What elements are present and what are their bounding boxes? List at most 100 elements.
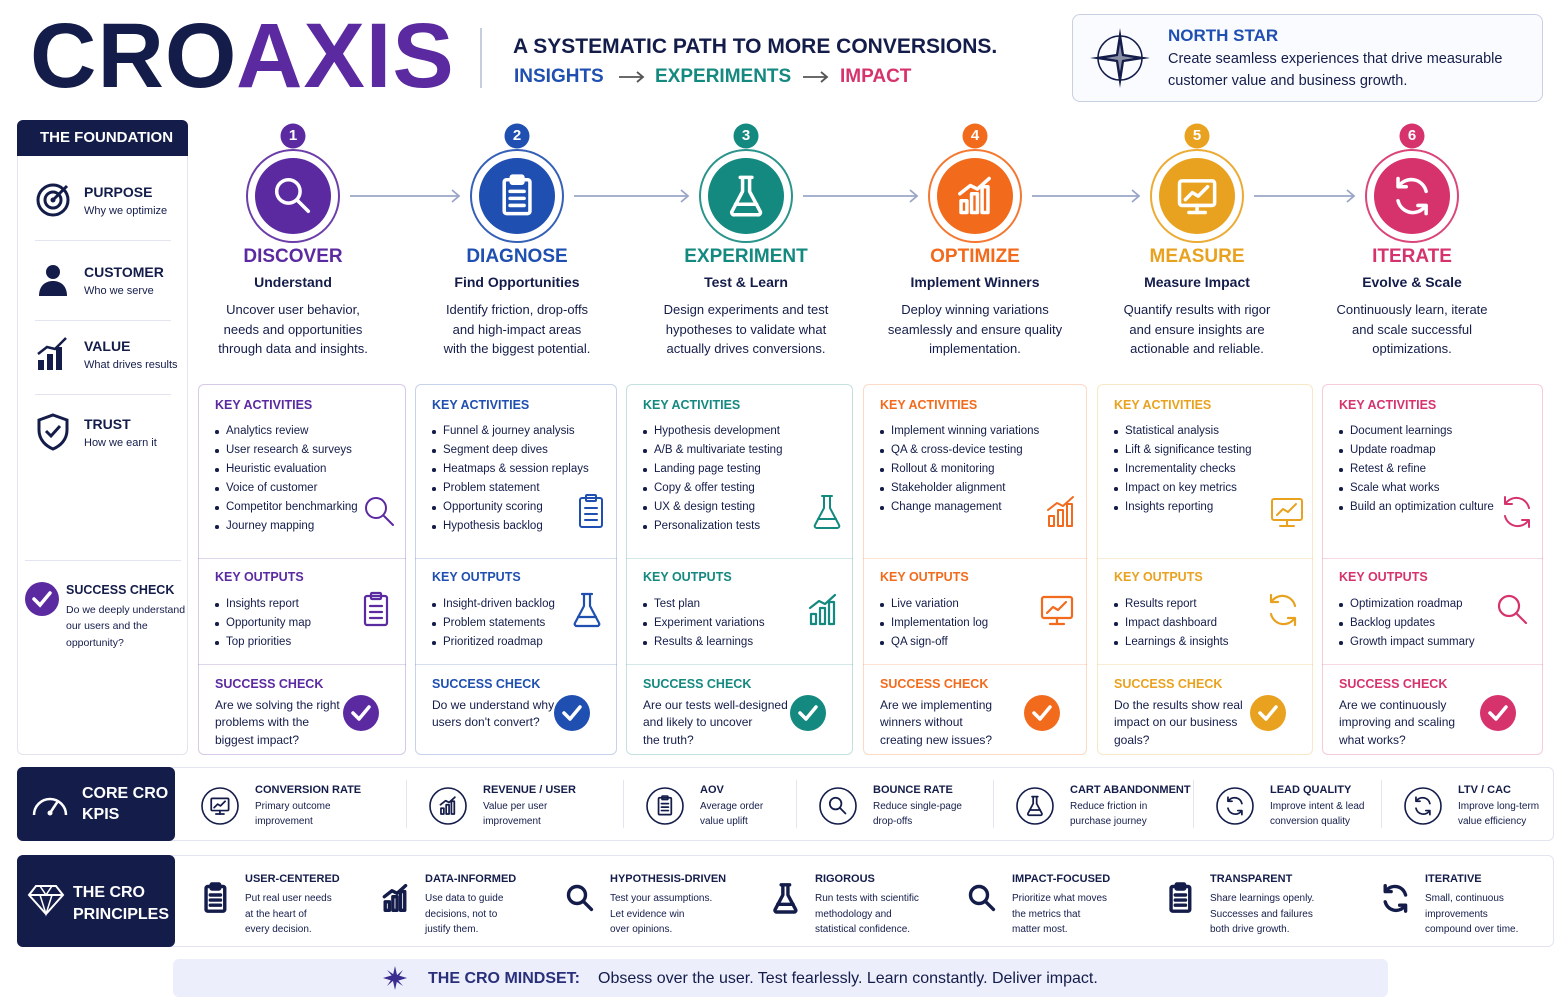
output: Top priorities (226, 636, 292, 649)
icon-shape (937, 158, 1013, 234)
activity: Change management (891, 501, 1002, 514)
activities-icon (813, 495, 841, 529)
activities-icon (1504, 496, 1530, 528)
icon-shape (1026, 795, 1043, 817)
icon-shape (636, 71, 645, 83)
icon-shape (274, 177, 311, 214)
step-description: Continuously learn, iterate (1336, 302, 1488, 318)
icon-shape (502, 174, 532, 216)
icon-shape (1227, 796, 1243, 816)
step-arrow (350, 189, 461, 203)
icon-shape (391, 895, 399, 913)
kpi-divider (1381, 780, 1382, 828)
principle-title: RIGOROUS (815, 873, 875, 886)
activity: Opportunity scoring (443, 501, 543, 514)
icon-shape (502, 177, 532, 216)
icon-shape (566, 884, 594, 912)
bullet (1339, 641, 1343, 645)
kpi-icon (201, 787, 239, 825)
activities-icon (1047, 496, 1074, 527)
success-question: winners without (880, 715, 963, 730)
output: Insight-driven backlog (443, 598, 555, 611)
icon-shape (808, 593, 837, 610)
icon-shape (1397, 903, 1408, 913)
activities-label: KEY ACTIVITIES (1114, 397, 1212, 412)
outputs-icon (1269, 593, 1297, 627)
bullet (880, 487, 884, 491)
icon-shape (1271, 498, 1303, 521)
icon-shape (1396, 176, 1408, 189)
icon-shape (958, 176, 991, 215)
icon-shape (25, 582, 59, 616)
success-check (1480, 695, 1516, 731)
kpi-text: purchase journey (1070, 816, 1147, 827)
kpi-text: Value per user (483, 801, 548, 812)
step-description: Design experiments and test (663, 302, 829, 318)
output: Impact dashboard (1125, 617, 1218, 630)
foundation-success-text: Do we deeply understand (66, 603, 186, 616)
kpi-text: Primary outcome (255, 801, 331, 812)
kpi-text: Improve intent & lead (1270, 801, 1365, 812)
activity: Rollout & monitoring (891, 463, 995, 476)
kpi-label-icon (32, 797, 68, 816)
principle-text: statistical confidence. (815, 924, 911, 935)
kpi-text: improvement (483, 816, 541, 827)
bullet (1114, 603, 1118, 607)
bullet (1339, 449, 1343, 453)
icon-shape (1415, 796, 1431, 816)
bullet (880, 468, 884, 472)
icon-shape (1480, 695, 1516, 731)
icon-shape (820, 71, 829, 83)
icon-shape (479, 158, 555, 234)
icon-shape (554, 695, 590, 731)
step-number: 2 (512, 127, 522, 144)
icon-shape (39, 281, 67, 296)
success-question: creating new issues? (880, 732, 993, 747)
icon-shape (46, 265, 60, 279)
bullet (880, 622, 884, 626)
success-check (1024, 695, 1060, 731)
activity: Heatmaps & session replays (443, 463, 589, 476)
kpi-text: Reduce single-page (873, 801, 962, 812)
icon-shape (1497, 594, 1521, 618)
kpi-text: conversion quality (1270, 816, 1351, 827)
tagline: A SYSTEMATIC PATH TO MORE CONVERSIONS. (513, 35, 998, 59)
bullet (432, 468, 436, 472)
success-question: problems with the (215, 715, 310, 730)
flow-arrow (803, 71, 829, 83)
foundation-divider (35, 240, 171, 241)
icon-shape (1177, 179, 1217, 215)
activity: Stakeholder alignment (891, 482, 1006, 495)
icon-shape (210, 797, 230, 815)
icon-shape (1269, 593, 1280, 604)
card-divider (1097, 558, 1313, 559)
icon-shape (440, 807, 445, 815)
step-name: MEASURE (1149, 245, 1245, 267)
bullet (1114, 506, 1118, 510)
activity: Journey mapping (226, 520, 315, 533)
step-subtitle: Understand (254, 273, 332, 290)
activity: Copy & offer testing (654, 482, 755, 495)
success-question: Are our tests well-designed (643, 697, 788, 712)
icon-shape (201, 787, 239, 825)
activity: Lift & significance testing (1125, 444, 1252, 457)
mindset-icon (383, 966, 407, 990)
icon-shape (1047, 496, 1074, 511)
bullet (215, 506, 219, 510)
icon-shape (204, 884, 227, 913)
principle-text: decisions, not to (425, 908, 498, 920)
outputs-icon (808, 593, 837, 626)
activity: Problem statement (443, 482, 540, 495)
icon-shape (382, 883, 408, 899)
bullet (643, 468, 647, 472)
activity: Funnel & journey analysis (443, 425, 575, 438)
icon-shape (1227, 796, 1243, 805)
icon-shape (1026, 795, 1043, 817)
icon-shape (39, 885, 53, 897)
principle-icon (1383, 883, 1408, 913)
step-description: Uncover user behavior, (226, 302, 360, 318)
card-divider (626, 558, 853, 559)
icon-shape (1415, 807, 1431, 815)
bullet (432, 641, 436, 645)
north-star-title: NORTH STAR (1168, 25, 1279, 45)
